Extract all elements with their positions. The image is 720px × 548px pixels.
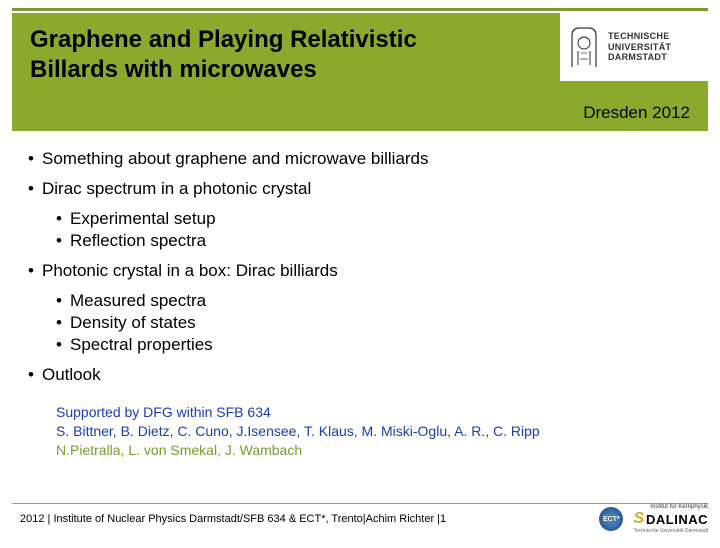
university-logo: TECHNISCHE UNIVERSITÄT DARMSTADT: [560, 13, 708, 81]
bullet-item: Outlook: [28, 365, 692, 385]
sub-bullet-item: Density of states: [56, 313, 692, 333]
bullet-item: Something about graphene and microwave b…: [28, 149, 692, 169]
logo-line-1: TECHNISCHE: [608, 31, 671, 42]
slide-footer: 2012 | Institute of Nuclear Physics Darm…: [20, 504, 708, 534]
university-name: TECHNISCHE UNIVERSITÄT DARMSTADT: [608, 31, 671, 63]
slide-header: Graphene and Playing Relativistic Billar…: [12, 13, 708, 131]
sub-bullet-group: Measured spectraDensity of statesSpectra…: [28, 291, 692, 355]
support-line-1: Supported by DFG within SFB 634: [56, 403, 692, 422]
athena-icon: [566, 23, 602, 71]
dalinac-main: S DALINAC: [633, 510, 708, 528]
sub-bullet-item: Spectral properties: [56, 335, 692, 355]
sub-bullet-item: Measured spectra: [56, 291, 692, 311]
logo-line-2: UNIVERSITÄT: [608, 42, 671, 53]
sub-bullet-group: Experimental setupReflection spectra: [28, 209, 692, 251]
sub-bullet-item: Reflection spectra: [56, 231, 692, 251]
bullet-list: Something about graphene and microwave b…: [28, 149, 692, 385]
header-accent-line: [12, 8, 708, 11]
support-line-2: S. Bittner, B. Dietz, C. Cuno, J.Isensee…: [56, 422, 692, 441]
sub-bullet-item: Experimental setup: [56, 209, 692, 229]
dalinac-university: Technische Universität Darmstadt: [634, 528, 708, 534]
dalinac-logo: Institut für Kernphysik S DALINAC Techni…: [633, 504, 708, 534]
footer-logos: ECT* Institut für Kernphysik S DALINAC T…: [599, 504, 708, 534]
bullet-item: Photonic crystal in a box: Dirac billiar…: [28, 261, 692, 281]
ect-logo-icon: ECT*: [599, 507, 623, 531]
footer-text: 2012 | Institute of Nuclear Physics Darm…: [20, 513, 446, 525]
bullet-item: Dirac spectrum in a photonic crystal: [28, 179, 692, 199]
dalinac-s-icon: S: [633, 510, 644, 528]
slide-title: Graphene and Playing Relativistic Billar…: [30, 25, 510, 85]
slide-subtitle: Dresden 2012: [583, 103, 690, 123]
support-line-3: N.Pietralla, L. von Smekal, J. Wambach: [56, 441, 692, 460]
support-block: Supported by DFG within SFB 634 S. Bittn…: [56, 403, 692, 460]
slide-content: Something about graphene and microwave b…: [0, 131, 720, 460]
logo-line-3: DARMSTADT: [608, 52, 671, 63]
dalinac-name: DALINAC: [646, 512, 708, 527]
